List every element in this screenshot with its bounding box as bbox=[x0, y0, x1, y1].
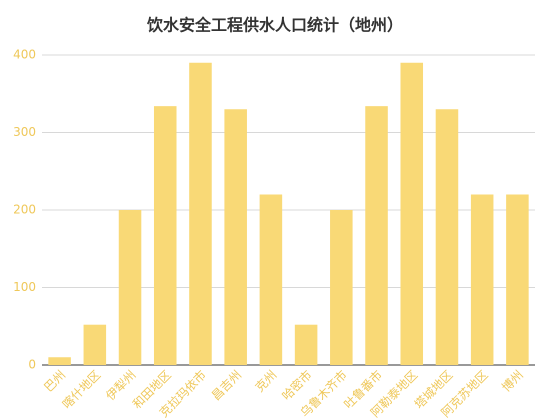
bar bbox=[83, 324, 107, 365]
bar bbox=[259, 194, 283, 365]
y-tick-label: 400 bbox=[13, 48, 36, 62]
x-tick-label: 克州 bbox=[253, 368, 280, 395]
bar bbox=[294, 324, 318, 365]
x-tick-label: 昌吉州 bbox=[209, 368, 244, 403]
x-tick-label: 博州 bbox=[498, 367, 526, 395]
bar bbox=[365, 106, 388, 366]
bar bbox=[189, 62, 212, 365]
bar bbox=[48, 357, 71, 365]
bar bbox=[153, 106, 177, 366]
x-tick-label: 喀什地区 bbox=[60, 368, 104, 412]
bar bbox=[470, 194, 494, 365]
y-tick-label: 0 bbox=[28, 358, 36, 372]
y-tick-label: 100 bbox=[13, 280, 36, 294]
chart-title: 饮水安全工程供水人口统计（地州） bbox=[146, 16, 403, 35]
bar bbox=[224, 109, 247, 365]
y-tick-label: 300 bbox=[13, 125, 36, 139]
bar bbox=[506, 194, 529, 365]
bar bbox=[118, 210, 142, 365]
bar bbox=[400, 62, 424, 365]
bar bbox=[435, 109, 459, 365]
bar bbox=[330, 210, 353, 365]
y-tick-label: 200 bbox=[13, 203, 36, 217]
x-tick-label: 巴州 bbox=[41, 368, 68, 395]
